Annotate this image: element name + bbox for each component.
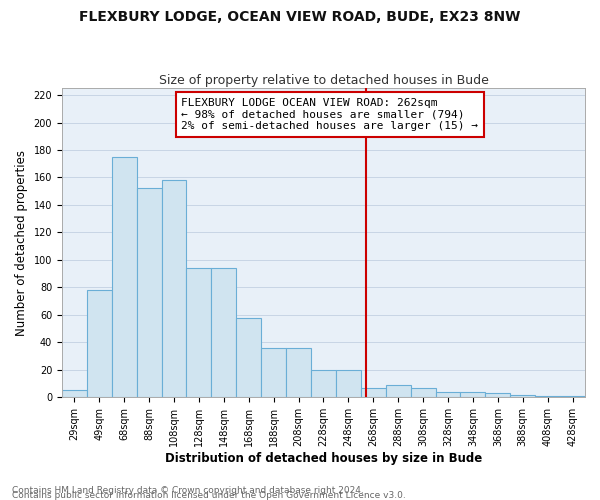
Bar — [410, 388, 436, 398]
Bar — [286, 348, 311, 398]
Bar — [236, 318, 261, 398]
Bar — [112, 157, 137, 398]
Title: Size of property relative to detached houses in Bude: Size of property relative to detached ho… — [158, 74, 488, 87]
Bar — [211, 268, 236, 398]
Bar — [261, 348, 286, 398]
Bar — [485, 393, 510, 398]
Bar — [386, 385, 410, 398]
Bar — [560, 396, 585, 398]
Bar — [336, 370, 361, 398]
Bar — [361, 388, 386, 398]
Bar — [161, 180, 187, 398]
Bar — [436, 392, 460, 398]
Bar — [62, 390, 87, 398]
X-axis label: Distribution of detached houses by size in Bude: Distribution of detached houses by size … — [165, 452, 482, 465]
Text: Contains HM Land Registry data © Crown copyright and database right 2024.: Contains HM Land Registry data © Crown c… — [12, 486, 364, 495]
Bar — [311, 370, 336, 398]
Text: FLEXBURY LODGE, OCEAN VIEW ROAD, BUDE, EX23 8NW: FLEXBURY LODGE, OCEAN VIEW ROAD, BUDE, E… — [79, 10, 521, 24]
Bar — [187, 268, 211, 398]
Text: Contains public sector information licensed under the Open Government Licence v3: Contains public sector information licen… — [12, 491, 406, 500]
Bar — [137, 188, 161, 398]
Y-axis label: Number of detached properties: Number of detached properties — [15, 150, 28, 336]
Bar — [510, 394, 535, 398]
Bar — [87, 290, 112, 398]
Text: FLEXBURY LODGE OCEAN VIEW ROAD: 262sqm
← 98% of detached houses are smaller (794: FLEXBURY LODGE OCEAN VIEW ROAD: 262sqm ←… — [181, 98, 478, 131]
Bar — [460, 392, 485, 398]
Bar — [535, 396, 560, 398]
